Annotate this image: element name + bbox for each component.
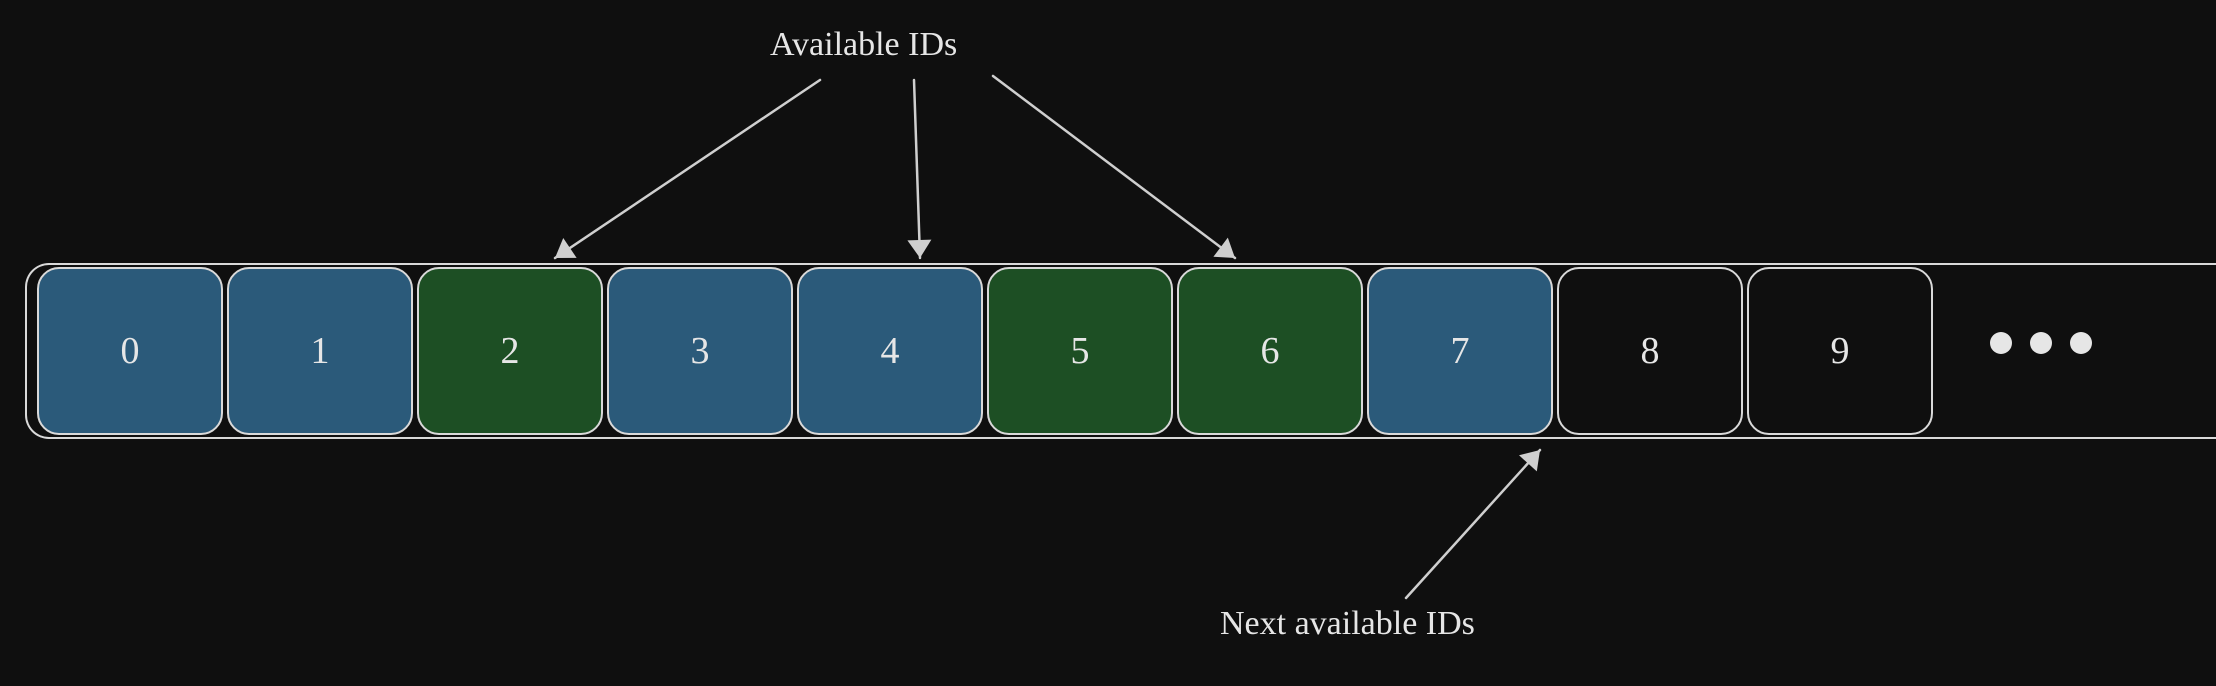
cell-3: 3 — [607, 267, 793, 435]
diagram-stage: 0123456789 Available IDs Next available … — [0, 0, 2216, 686]
cell-1: 1 — [227, 267, 413, 435]
cell-7: 7 — [1367, 267, 1553, 435]
cell-8: 8 — [1557, 267, 1743, 435]
id-track: 0123456789 — [25, 263, 2216, 439]
cell-4: 4 — [797, 267, 983, 435]
cell-0: 0 — [37, 267, 223, 435]
cell-2: 2 — [417, 267, 603, 435]
ellipsis-icon — [1990, 332, 2092, 354]
label-next-available-ids: Next available IDs — [1220, 605, 1475, 643]
cell-6: 6 — [1177, 267, 1363, 435]
label-available-ids: Available IDs — [770, 26, 957, 64]
cell-5: 5 — [987, 267, 1173, 435]
cell-9: 9 — [1747, 267, 1933, 435]
